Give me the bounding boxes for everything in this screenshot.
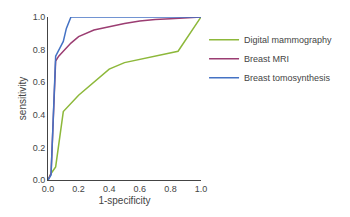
svg-text:1.0: 1.0 — [33, 12, 46, 22]
svg-text:0.8: 0.8 — [164, 184, 177, 194]
svg-text:0.4: 0.4 — [33, 110, 46, 120]
svg-text:0.8: 0.8 — [33, 45, 46, 55]
svg-text:0.6: 0.6 — [33, 77, 46, 87]
svg-text:Digital mammography: Digital mammography — [244, 35, 332, 45]
svg-text:0.6: 0.6 — [134, 184, 147, 194]
svg-text:1.0: 1.0 — [195, 184, 208, 194]
svg-text:sensitivity: sensitivity — [17, 77, 28, 120]
svg-text:1-specificity: 1-specificity — [98, 195, 150, 206]
svg-text:0.2: 0.2 — [33, 143, 46, 153]
svg-text:0.2: 0.2 — [72, 184, 85, 194]
svg-text:0.0: 0.0 — [33, 175, 46, 185]
svg-text:0.0: 0.0 — [42, 184, 55, 194]
svg-text:0.4: 0.4 — [103, 184, 116, 194]
svg-text:Breast tomosynthesis: Breast tomosynthesis — [244, 73, 331, 83]
svg-text:Breast MRI: Breast MRI — [244, 54, 289, 64]
